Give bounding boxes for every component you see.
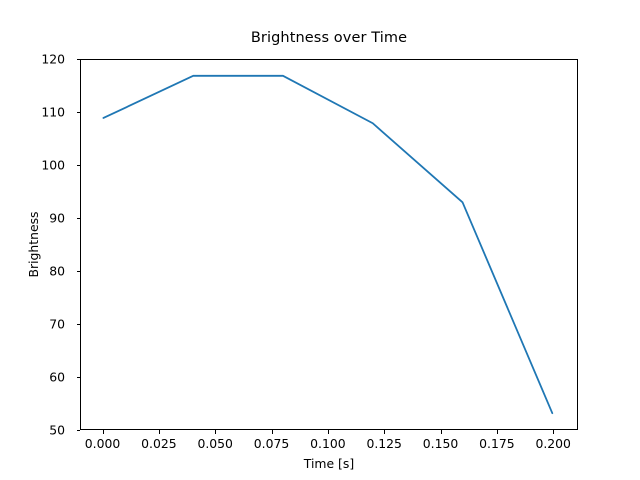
x-tick-mark xyxy=(215,430,217,434)
y-tick-mark xyxy=(76,271,80,273)
x-tick-mark xyxy=(327,430,329,434)
plot-svg xyxy=(102,74,554,415)
y-tick-mark xyxy=(76,165,80,167)
x-tick-mark xyxy=(102,430,104,434)
y-tick-label: 70 xyxy=(49,316,65,332)
x-tick-label: 0.125 xyxy=(366,436,402,451)
y-tick-mark xyxy=(76,218,80,220)
x-tick-label: 0.150 xyxy=(422,436,459,451)
x-tick-mark xyxy=(158,430,160,434)
x-tick-label: 0.050 xyxy=(197,436,233,451)
x-axis-label: Time [s] xyxy=(303,456,355,471)
y-tick-label: 80 xyxy=(49,263,65,279)
y-tick-label: 90 xyxy=(49,210,65,226)
y-tick-mark xyxy=(76,430,80,432)
x-tick-label: 0.025 xyxy=(141,436,177,451)
x-tick-mark xyxy=(496,430,498,434)
y-tick-label: 100 xyxy=(41,157,65,173)
x-tick-mark xyxy=(553,430,555,434)
brightness-line-series xyxy=(102,74,554,415)
x-tick-label: 0.075 xyxy=(253,436,290,451)
y-tick-mark xyxy=(76,377,80,379)
y-tick-mark xyxy=(76,324,80,326)
x-tick-mark xyxy=(384,430,386,434)
y-tick-mark xyxy=(76,112,80,114)
y-tick-label: 120 xyxy=(41,51,65,67)
chart-title: Brightness over Time xyxy=(250,30,408,46)
y-tick-label: 110 xyxy=(41,104,65,120)
x-tick-label: 0.100 xyxy=(310,436,346,451)
x-tick-mark xyxy=(271,430,273,434)
x-tick-mark xyxy=(440,430,442,434)
x-tick-label: 0.175 xyxy=(479,436,515,451)
y-tick-label: 50 xyxy=(49,422,65,438)
y-tick-mark xyxy=(76,59,80,61)
y-tick-label: 60 xyxy=(49,369,65,385)
y-axis-tick-labels: 50 60 70 80 90 100 110 120 xyxy=(0,52,73,438)
plot-area xyxy=(80,59,578,430)
x-tick-label: 0.200 xyxy=(535,436,571,451)
x-axis-tick-labels: 0.000 0.025 0.050 0.075 0.100 0.125 0.150 0.175… xyxy=(80,436,578,454)
x-tick-label: 0.000 xyxy=(84,436,121,451)
